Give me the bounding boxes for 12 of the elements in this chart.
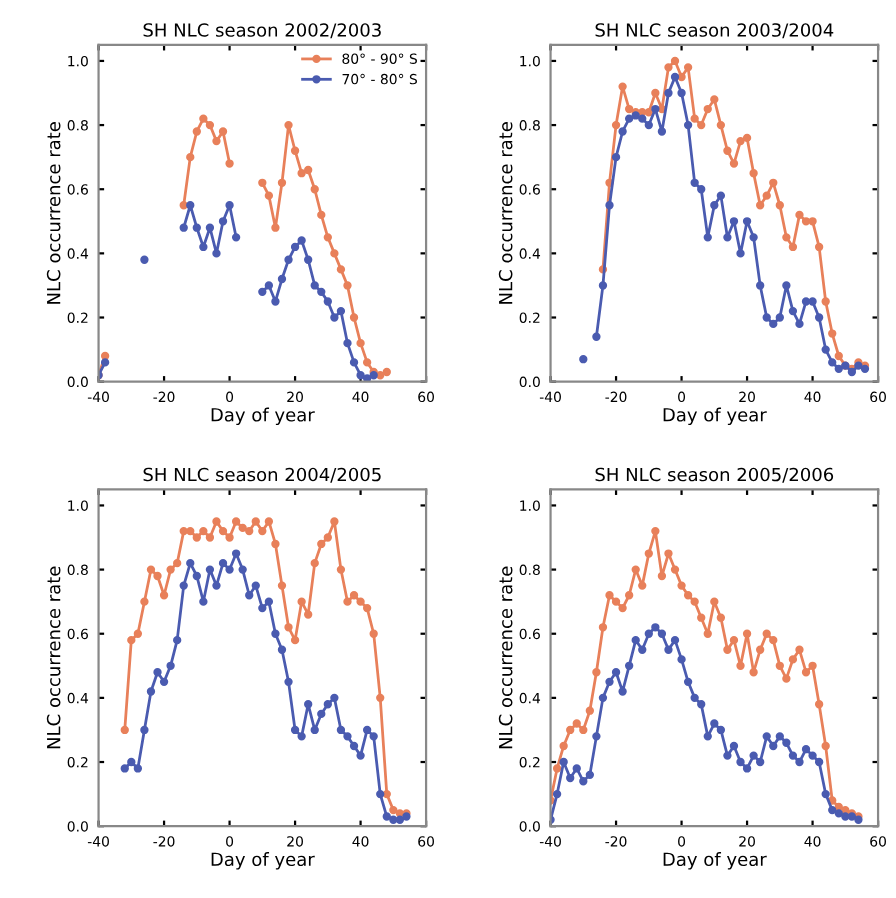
x-axis-title: Day of year [211, 407, 315, 426]
x-axis-title: Day of year [663, 407, 767, 426]
chart-title: SH NLC season 2002/2003 [143, 23, 381, 39]
y-axis-title: NLC occurrence rate [46, 122, 61, 304]
chart-title: SH NLC season 2003/2004 [595, 23, 834, 39]
y-axis-title: NLC occurrence rate [46, 566, 61, 749]
y-axis-title: NLC occurrence rate [498, 122, 513, 304]
chart-title: SH NLC season 2005/2006 [595, 467, 834, 483]
x-axis-title: Day of year [211, 852, 315, 870]
x-axis-title: Day of year [663, 852, 767, 870]
chart-title: SH NLC season 2004/2005 [143, 467, 381, 483]
y-axis-title: NLC occurrence rate [498, 566, 513, 749]
